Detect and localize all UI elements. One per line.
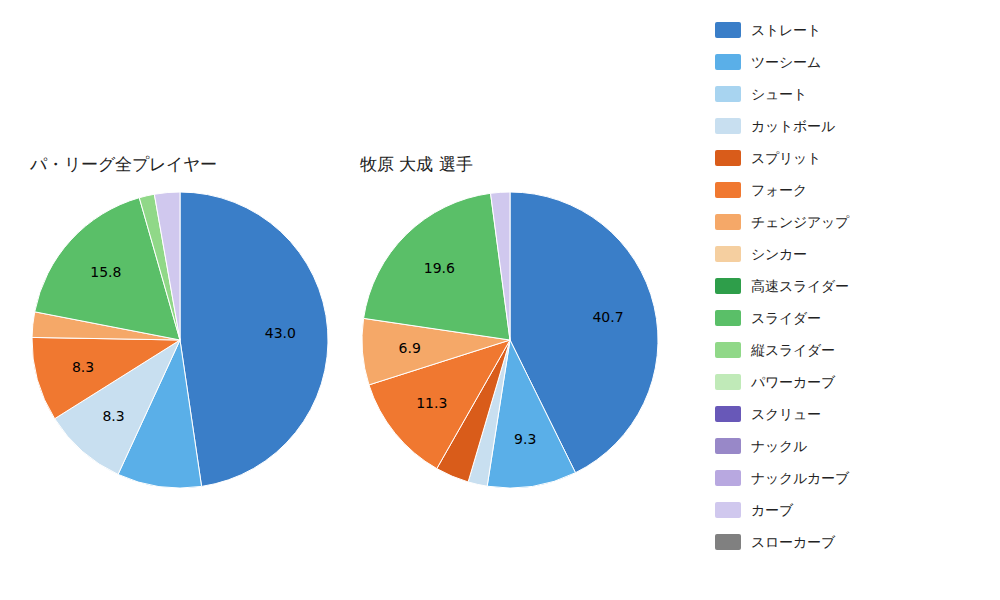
chart-title: 牧原 大成 選手 xyxy=(360,154,473,174)
data-label: 40.7 xyxy=(592,309,623,325)
legend-label: ストレート xyxy=(751,22,821,38)
pie-1: ストレートツーシームカットボールスプリットフォークチェンジアップスライダーカーブ xyxy=(362,192,658,488)
legend-swatch xyxy=(715,22,741,38)
data-label: 43.0 xyxy=(265,325,296,341)
chart-title: パ・リーグ全プレイヤー xyxy=(29,154,217,174)
pie-slice: ストレート xyxy=(510,192,658,473)
legend-swatch xyxy=(715,342,741,358)
legend-swatch xyxy=(715,214,741,230)
legend-swatch xyxy=(715,54,741,70)
legend-label: カーブ xyxy=(751,502,794,518)
legend-label: チェンジアップ xyxy=(751,214,850,230)
pie-slice: カーブ xyxy=(491,192,510,340)
data-label: 8.3 xyxy=(72,359,94,375)
pie-slice: カーブ xyxy=(154,192,180,340)
legend-label: スプリット xyxy=(751,150,821,166)
data-label: 15.8 xyxy=(90,264,121,280)
data-label: 19.6 xyxy=(424,260,455,276)
legend: ストレートツーシームシュートカットボールスプリットフォークチェンジアップシンカー… xyxy=(715,22,850,550)
legend-label: ツーシーム xyxy=(751,54,821,70)
legend-swatch xyxy=(715,374,741,390)
legend-swatch xyxy=(715,246,741,262)
data-label: 9.3 xyxy=(514,431,536,447)
legend-label: ナックル xyxy=(751,438,807,454)
legend-swatch xyxy=(715,118,741,134)
chart-root: ストレートツーシームカットボールフォークチェンジアップスライダー縦スライダーカー… xyxy=(0,0,1000,600)
legend-swatch xyxy=(715,310,741,326)
legend-label: フォーク xyxy=(751,182,807,198)
legend-label: シンカー xyxy=(751,246,807,262)
legend-label: 高速スライダー xyxy=(751,278,849,294)
pie-0: ストレートツーシームカットボールフォークチェンジアップスライダー縦スライダーカー… xyxy=(32,192,328,488)
legend-swatch xyxy=(715,150,741,166)
data-label: 11.3 xyxy=(416,395,447,411)
legend-label: 縦スライダー xyxy=(750,342,835,358)
legend-label: シュート xyxy=(751,86,807,102)
legend-swatch xyxy=(715,278,741,294)
legend-swatch xyxy=(715,438,741,454)
data-label: 8.3 xyxy=(102,408,124,424)
legend-label: パワーカーブ xyxy=(750,374,836,390)
data-label: 6.9 xyxy=(399,340,421,356)
legend-label: スローカーブ xyxy=(751,534,836,550)
legend-label: カットボール xyxy=(751,118,835,134)
pie-slice: フォーク xyxy=(32,337,180,418)
legend-swatch xyxy=(715,86,741,102)
legend-swatch xyxy=(715,182,741,198)
chart-svg: ストレートツーシームカットボールフォークチェンジアップスライダー縦スライダーカー… xyxy=(0,0,1000,600)
legend-swatch xyxy=(715,534,741,550)
legend-swatch xyxy=(715,502,741,518)
legend-label: ナックルカーブ xyxy=(751,470,850,486)
pie-slice: ストレート xyxy=(180,192,328,486)
legend-swatch xyxy=(715,470,741,486)
pie-slice: スライダー xyxy=(364,193,510,340)
legend-swatch xyxy=(715,406,741,422)
legend-label: スライダー xyxy=(751,310,821,326)
background xyxy=(0,0,1000,600)
legend-label: スクリュー xyxy=(751,406,821,422)
